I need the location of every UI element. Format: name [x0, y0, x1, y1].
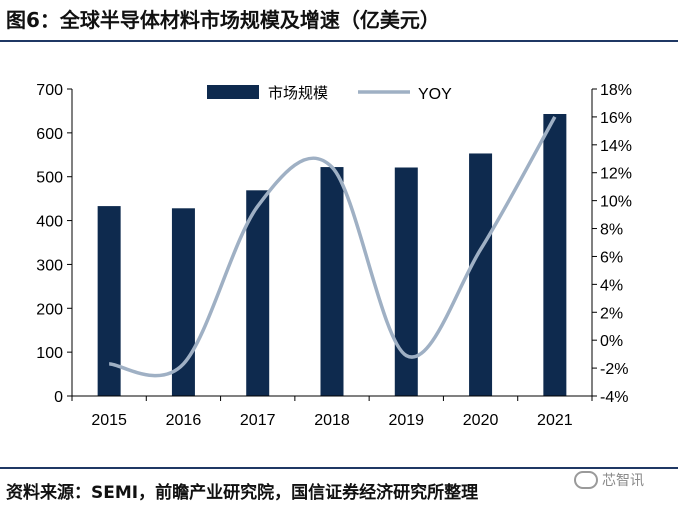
bar-2021: [543, 113, 567, 397]
left-tick-label: 300: [36, 257, 63, 274]
right-tick-label: 4%: [600, 277, 623, 294]
left-tick-label: 0: [54, 389, 63, 406]
bar-2016: [171, 208, 195, 396]
right-tick-label: 18%: [600, 82, 632, 99]
right-tick-label: 2%: [600, 305, 623, 322]
watermark-text: 芯智讯: [602, 473, 644, 489]
left-tick-label: 700: [36, 82, 63, 99]
x-tick-label: 2020: [463, 412, 499, 429]
x-tick-label: 2018: [314, 412, 350, 429]
right-tick-label: -2%: [600, 361, 628, 378]
bar-2017: [246, 190, 270, 396]
right-tick-label: 0%: [600, 333, 623, 350]
right-tick-label: 10%: [600, 194, 632, 211]
title-rule: [0, 40, 678, 42]
left-tick-label: 200: [36, 301, 63, 318]
legend-bar-swatch: [207, 85, 259, 99]
right-tick-label: 8%: [600, 222, 623, 239]
wechat-icon: [574, 471, 598, 489]
legend-line-label: YOY: [418, 86, 452, 103]
bar-2020: [469, 153, 493, 396]
source-note: 资料来源：SEMI，前瞻产业研究院，国信证券经济研究所整理: [6, 483, 479, 503]
chart: 0 100 200 300 400 500 600 700 -4% -2% 0% 2% 4% 6% 8% 10…: [36, 82, 632, 429]
right-tick-label: 12%: [600, 166, 632, 183]
bar-2018: [320, 167, 344, 396]
x-tick-label: 2016: [166, 412, 202, 429]
left-tick-label: 400: [36, 214, 63, 231]
left-tick-label: 500: [36, 170, 63, 187]
source-rule: [0, 467, 678, 469]
watermark: 芯智讯: [574, 470, 644, 490]
right-tick-label: 6%: [600, 249, 623, 266]
x-tick-label: 2017: [240, 412, 276, 429]
left-tick-label: 100: [36, 345, 63, 362]
x-tick-label: 2019: [388, 412, 424, 429]
x-tick-label: 2015: [91, 412, 127, 429]
figure-title: 图6：全球半导体材料市场规模及增速（亿美元）: [6, 8, 440, 32]
right-tick-label: -4%: [600, 389, 628, 406]
bar-2019: [394, 167, 418, 396]
legend-bar-label: 市场规模: [268, 84, 328, 102]
yoy-line: [108, 116, 557, 378]
left-tick-label: 600: [36, 126, 63, 143]
right-tick-label: 14%: [600, 138, 632, 155]
right-tick-label: 16%: [600, 110, 632, 127]
x-tick-label: 2021: [537, 412, 573, 429]
bar-2015: [97, 206, 121, 396]
